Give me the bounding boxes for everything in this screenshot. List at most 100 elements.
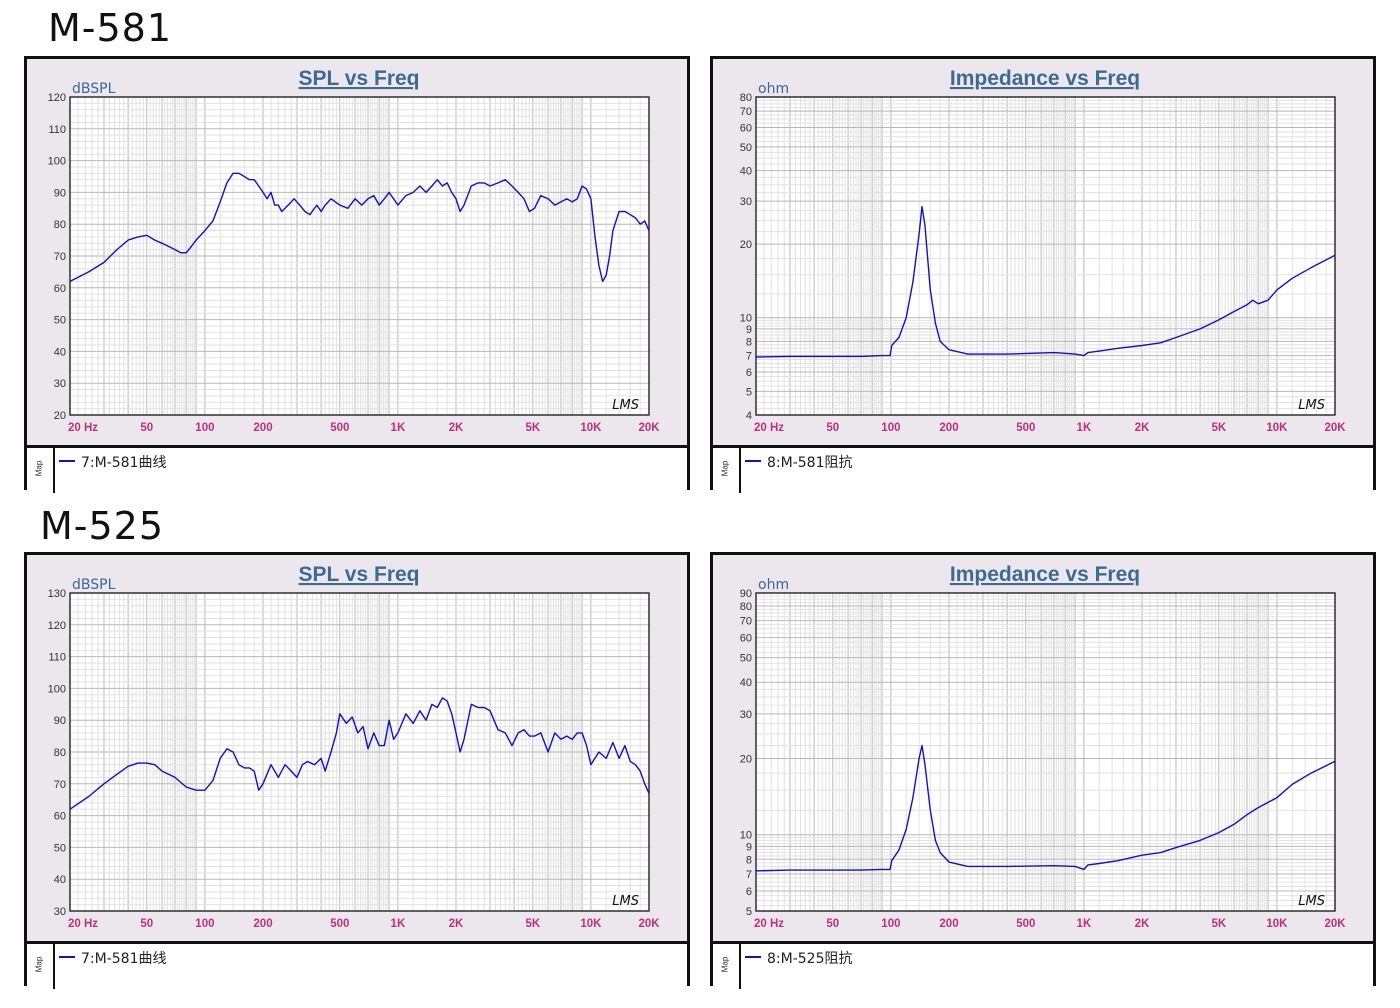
y-unit-label: ohm (758, 81, 789, 97)
y-tick-label: 6 (746, 886, 752, 898)
y-tick-label: 80 (54, 219, 66, 231)
y-tick-label: 110 (48, 652, 66, 664)
y-tick-label: 40 (740, 166, 752, 178)
x-tick-label: 20K (1324, 422, 1346, 434)
plot-area (756, 97, 1335, 415)
model-title-m581: M-581 (48, 6, 173, 50)
legend-series-label: 8:M-581阻抗 (767, 455, 853, 471)
x-tick-label: 500 (330, 918, 349, 930)
chart-title: Impedance vs Freq (950, 563, 1140, 586)
plot-frame (755, 592, 1336, 912)
y-tick-label: 10 (740, 313, 752, 325)
y-unit-label: dBSPL (72, 577, 116, 593)
legend-series-label: 7:M-581曲线 (81, 951, 167, 967)
y-tick-label: 60 (740, 633, 752, 645)
y-tick-label: 7 (746, 869, 752, 881)
chart-title: SPL vs Freq (299, 563, 420, 586)
y-tick-label: 70 (54, 779, 66, 791)
model-title-m525: M-525 (40, 504, 165, 548)
y-tick-label: 90 (54, 715, 66, 727)
x-tick-label: 500 (330, 422, 349, 434)
y-tick-label: 40 (54, 874, 66, 886)
x-tick-label: 20 Hz (68, 918, 98, 930)
x-tick-label: 100 (881, 918, 900, 930)
y-tick-label: 30 (740, 709, 752, 721)
plot-area (756, 593, 1335, 911)
plot-frame (69, 592, 650, 912)
y-tick-label: 30 (740, 196, 752, 208)
y-tick-label: 20 (54, 410, 66, 422)
x-tick-label: 1K (391, 422, 406, 434)
x-tick-label: 1K (391, 918, 406, 930)
legend-series-label: 8:M-525阻抗 (767, 951, 853, 967)
legend-swatch (59, 956, 75, 958)
x-tick-label: 20 Hz (68, 422, 98, 434)
x-tick-label: 2K (1135, 918, 1150, 930)
y-tick-label: 5 (746, 386, 752, 398)
x-tick-label: 100 (195, 422, 214, 434)
y-tick-label: 5 (746, 906, 752, 918)
y-tick-label: 60 (54, 283, 66, 295)
x-tick-label: 2K (449, 422, 464, 434)
legend-swatch (59, 460, 75, 462)
legend-swatch (745, 460, 761, 462)
impedance-chart-panel-m581: 4 5 6 7 8 9 10 20 30 40 50 60 70 80 20 Hz 50 100 200 500 1K… (710, 56, 1376, 493)
chart-legend: Map 8:M-525阻抗 (713, 941, 1373, 989)
y-tick-label: 90 (54, 187, 66, 199)
series-line (69, 697, 650, 810)
y-tick-label: 20 (740, 753, 752, 765)
map-tag: Map (27, 944, 55, 989)
y-tick-label: 130 (48, 588, 66, 600)
y-tick-label: 60 (54, 811, 66, 823)
y-unit-label: dBSPL (72, 81, 116, 97)
x-tick-label: 20K (638, 422, 660, 434)
x-tick-label: 5K (525, 918, 540, 930)
y-tick-label: 70 (54, 251, 66, 263)
x-tick-label: 5K (525, 422, 540, 434)
spl-chart-panel-m525: 30 40 50 60 70 80 90 100 110 120 130 20 Hz 50 100 200 5… (24, 552, 690, 989)
y-tick-label: 50 (740, 142, 752, 154)
y-tick-label: 7 (746, 351, 752, 363)
y-tick-label: 110 (48, 124, 66, 136)
x-tick-label: 10K (1266, 918, 1288, 930)
series-line (755, 744, 1336, 872)
x-tick-label: 200 (939, 918, 958, 930)
x-tick-label: 500 (1016, 422, 1035, 434)
x-tick-label: 20K (638, 918, 660, 930)
y-tick-label: 60 (740, 123, 752, 135)
y-tick-label: 50 (740, 653, 752, 665)
legend-series-label: 7:M-581曲线 (81, 455, 167, 471)
y-tick-label: 100 (48, 156, 66, 168)
x-tick-label: 10K (580, 918, 602, 930)
y-tick-label: 120 (48, 92, 66, 104)
series-line (69, 172, 650, 283)
x-tick-label: 5K (1211, 422, 1226, 434)
y-tick-label: 70 (740, 616, 752, 628)
y-tick-label: 30 (54, 378, 66, 390)
x-tick-label: 200 (253, 918, 272, 930)
x-tick-label: 2K (449, 918, 464, 930)
y-tick-label: 30 (54, 906, 66, 918)
spl-chart-m581: 20 30 40 50 60 70 80 90 100 110 120 20 Hz 50 100 200 50… (48, 67, 661, 434)
y-tick-label: 50 (54, 315, 66, 327)
map-tag: Map (713, 448, 741, 493)
x-tick-label: 1K (1077, 918, 1092, 930)
x-tick-label: 500 (1016, 918, 1035, 930)
spl-chart-panel-m581: 20 30 40 50 60 70 80 90 100 110 120 20 Hz 50 100 200 50… (24, 56, 690, 493)
y-tick-label: 100 (48, 683, 66, 695)
x-tick-label: 200 (253, 422, 272, 434)
y-tick-label: 9 (746, 324, 752, 336)
x-tick-label: 50 (826, 918, 839, 930)
y-tick-label: 8 (746, 336, 752, 348)
series-line (755, 205, 1336, 358)
x-tick-label: 5K (1211, 918, 1226, 930)
y-tick-label: 6 (746, 367, 752, 379)
plot-frame (69, 96, 650, 416)
y-tick-label: 9 (746, 841, 752, 853)
chart-legend: Map 7:M-581曲线 (27, 941, 687, 989)
y-tick-label: 80 (740, 601, 752, 613)
y-tick-label: 40 (54, 346, 66, 358)
x-tick-label: 20K (1324, 918, 1346, 930)
